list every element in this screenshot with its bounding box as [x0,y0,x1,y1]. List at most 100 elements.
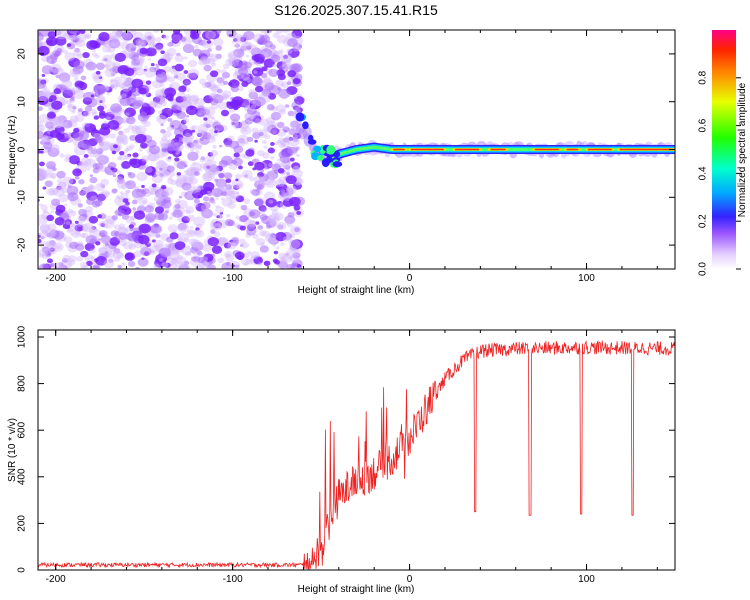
noise-blob [123,80,132,87]
y-tick-label: 600 [17,421,28,438]
noise-blob [78,179,85,185]
noise-blob [58,72,71,82]
noise-blob [82,222,94,233]
noise-blob [67,255,77,263]
noise-blob [121,262,126,267]
noise-blob [224,251,233,258]
noise-blob [148,152,160,162]
noise-blob [181,182,192,191]
noise-blob [138,116,144,121]
noise-blob [75,39,86,48]
noise-blob [97,214,103,219]
noise-blob [296,264,302,268]
noise-blob [292,182,302,190]
noise-blob [38,31,42,37]
noise-blob [167,108,172,112]
noise-blob [189,225,194,229]
noise-blob [58,120,67,128]
noise-blob [212,37,224,47]
noise-blob [166,165,175,173]
noise-blob [278,142,286,149]
noise-blob [276,69,286,77]
noise-blob [298,44,303,48]
noise-blob [110,83,118,90]
noise-blob [254,96,266,107]
noise-blob [74,230,81,236]
noise-blob [130,60,143,71]
noise-blob [90,94,95,98]
noise-blob [187,251,192,255]
x-tick-label: 100 [578,574,595,585]
noise-blob [188,238,198,246]
noise-blob [164,262,171,268]
noise-blob [100,140,112,151]
noise-blob [182,129,193,138]
noise-blob [131,199,138,205]
noise-blob [189,94,200,102]
noise-blob [113,248,121,254]
noise-blob [199,162,207,169]
noise-blob [196,250,203,256]
noise-blob [118,130,124,136]
track-blob [302,121,309,130]
noise-blob [282,54,293,63]
noise-blob [120,73,127,79]
noise-blob [293,95,298,100]
noise-blob [189,74,197,81]
noise-blob [268,232,277,240]
noise-blob [211,62,217,67]
noise-blob [283,129,288,133]
noise-blob [80,262,88,269]
noise-blob [98,247,107,255]
noise-blob [203,181,215,192]
noise-blob [89,248,96,254]
noise-blob [231,264,235,268]
noise-blob [116,133,128,142]
noise-blob [76,33,87,42]
noise-blob [228,82,233,86]
noise-blob [172,209,183,218]
colorbar: 0.0 0.2 0.4 0.6 0.8 Normalized spectral ampl… [698,30,748,276]
noise-blob [38,120,44,128]
noise-blob [238,165,243,170]
noise-blob [64,157,71,163]
noise-blob [264,40,273,48]
noise-blob [202,108,211,115]
noise-blob [223,242,232,249]
noise-blob [61,257,68,263]
noise-blob [281,94,288,100]
noise-blob [144,67,157,78]
noise-blob [185,88,191,92]
noise-blob [172,149,182,158]
noise-blob [127,172,136,179]
noise-blob [192,189,204,199]
noise-blob [71,110,76,114]
noise-blob [79,30,86,35]
noise-blob [231,40,236,44]
noise-blob [125,116,136,125]
noise-blob [155,73,168,84]
noise-blob [255,57,265,65]
noise-blob [281,254,292,263]
noise-blob [46,188,56,196]
noise-blob [253,256,263,265]
noise-blob [275,246,280,250]
noise-blob [95,241,101,246]
noise-blob [139,57,144,61]
noise-blob [252,233,259,240]
noise-blob [183,118,189,123]
noise-blob [38,124,46,131]
noise-blob [49,63,62,74]
noise-blob [142,200,147,204]
noise-blob [174,63,184,72]
noise-blob [94,153,104,161]
signal-track [286,101,675,169]
noise-blob [270,142,275,146]
noise-blob [255,221,260,225]
noise-blob [130,47,136,52]
noise-blob [287,38,298,47]
noise-blob [176,174,188,184]
noise-blob [166,126,174,132]
colorbar-tick-label: 0.2 [698,214,709,228]
noise-blob [195,264,204,269]
